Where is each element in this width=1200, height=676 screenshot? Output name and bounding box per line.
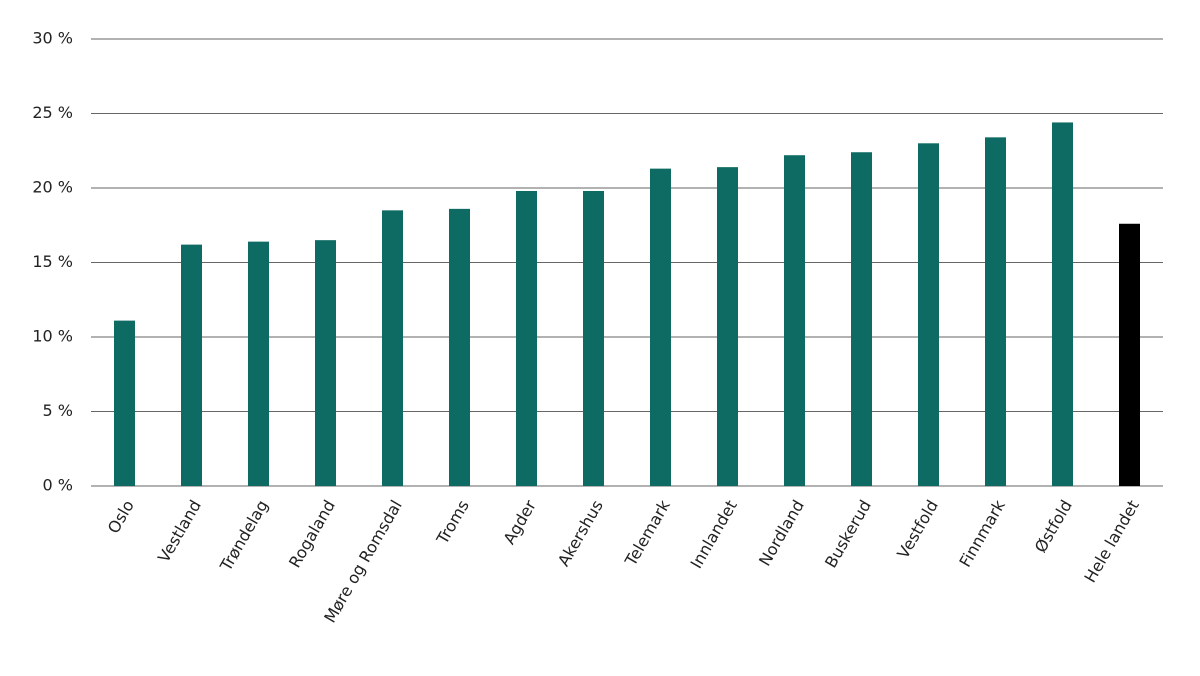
bar xyxy=(851,152,872,487)
bar xyxy=(181,244,202,486)
bar xyxy=(650,168,671,486)
y-tick-label: 0 % xyxy=(43,476,73,495)
x-tick-label: Agder xyxy=(500,496,541,547)
x-tick-label: Innlandet xyxy=(687,497,741,572)
bar xyxy=(315,240,336,486)
x-tick-label: Nordland xyxy=(755,497,808,570)
x-tick-label: Hele landet xyxy=(1080,497,1142,586)
y-tick-label: 5 % xyxy=(43,401,73,420)
bar xyxy=(583,190,604,487)
y-tick-label: 25 % xyxy=(32,103,73,122)
x-tick-label: Østfold xyxy=(1031,497,1076,556)
bar xyxy=(382,210,403,486)
bar xyxy=(1052,122,1073,486)
y-tick-label: 20 % xyxy=(32,178,73,197)
x-tick-label: Troms xyxy=(432,497,473,548)
x-tick-label: Trøndelag xyxy=(216,497,272,575)
y-tick-label: 10 % xyxy=(32,327,73,346)
bar xyxy=(717,167,738,486)
bar xyxy=(516,190,537,487)
x-tick-label: Finnmark xyxy=(955,496,1009,570)
x-tick-label: Vestland xyxy=(154,497,205,566)
bar xyxy=(918,143,939,487)
y-tick-label: 30 % xyxy=(32,29,73,48)
x-tick-label: Buskerud xyxy=(821,497,875,571)
x-tick-label: Telemark xyxy=(621,496,675,570)
x-tick-label: Rogaland xyxy=(285,497,339,571)
bar xyxy=(1119,223,1140,486)
y-tick-label: 15 % xyxy=(32,252,73,271)
bar xyxy=(248,241,269,486)
x-tick-label: Oslo xyxy=(104,497,138,537)
bar xyxy=(985,137,1006,486)
bar xyxy=(114,320,135,486)
x-tick-label: Vestfold xyxy=(893,497,942,562)
bar xyxy=(784,155,805,486)
x-tick-label: Akershus xyxy=(554,497,607,570)
bar xyxy=(449,208,470,487)
